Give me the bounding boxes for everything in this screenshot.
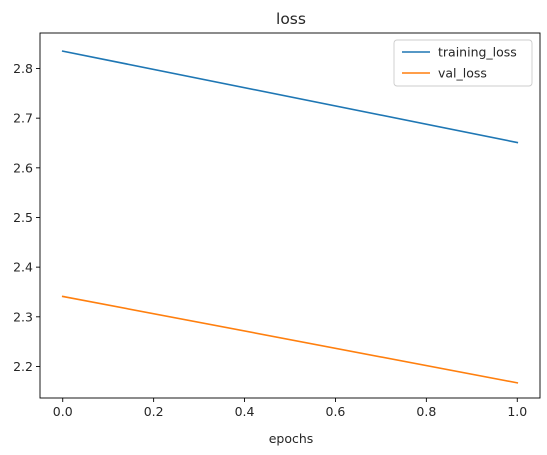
legend-label-training_loss: training_loss <box>438 45 517 60</box>
y-tick-label: 2.8 <box>13 61 33 76</box>
y-tick-label: 2.6 <box>13 160 33 175</box>
legend-label-val_loss: val_loss <box>438 66 487 81</box>
axes-frame <box>39 32 541 399</box>
axes: 0.0 0.2 0.4 0.6 0.8 1.0 2.2 2.3 2.4 2.5 2.6 2.7 2.8 <box>13 32 541 419</box>
x-tick-label: 0.8 <box>416 404 436 419</box>
series-line-training_loss <box>61 50 519 144</box>
chart-title: loss <box>276 10 306 28</box>
x-axis-label: epochs <box>269 431 314 446</box>
x-tick-label: 0.2 <box>144 404 164 419</box>
x-tick-label: 0.6 <box>326 404 346 419</box>
x-tick-label: 0.0 <box>53 404 73 419</box>
plot-area <box>61 50 519 384</box>
y-tick-label: 2.2 <box>13 359 33 374</box>
series-line-val_loss <box>61 295 519 384</box>
x-tick-label: 0.4 <box>235 404 255 419</box>
x-tick-label: 1.0 <box>507 404 527 419</box>
legend: training_loss val_loss <box>393 39 533 87</box>
y-tick-label: 2.7 <box>13 111 33 126</box>
y-tick-label: 2.4 <box>13 260 33 275</box>
y-tick-label: 2.3 <box>13 309 33 324</box>
y-tick-label: 2.5 <box>13 210 33 225</box>
